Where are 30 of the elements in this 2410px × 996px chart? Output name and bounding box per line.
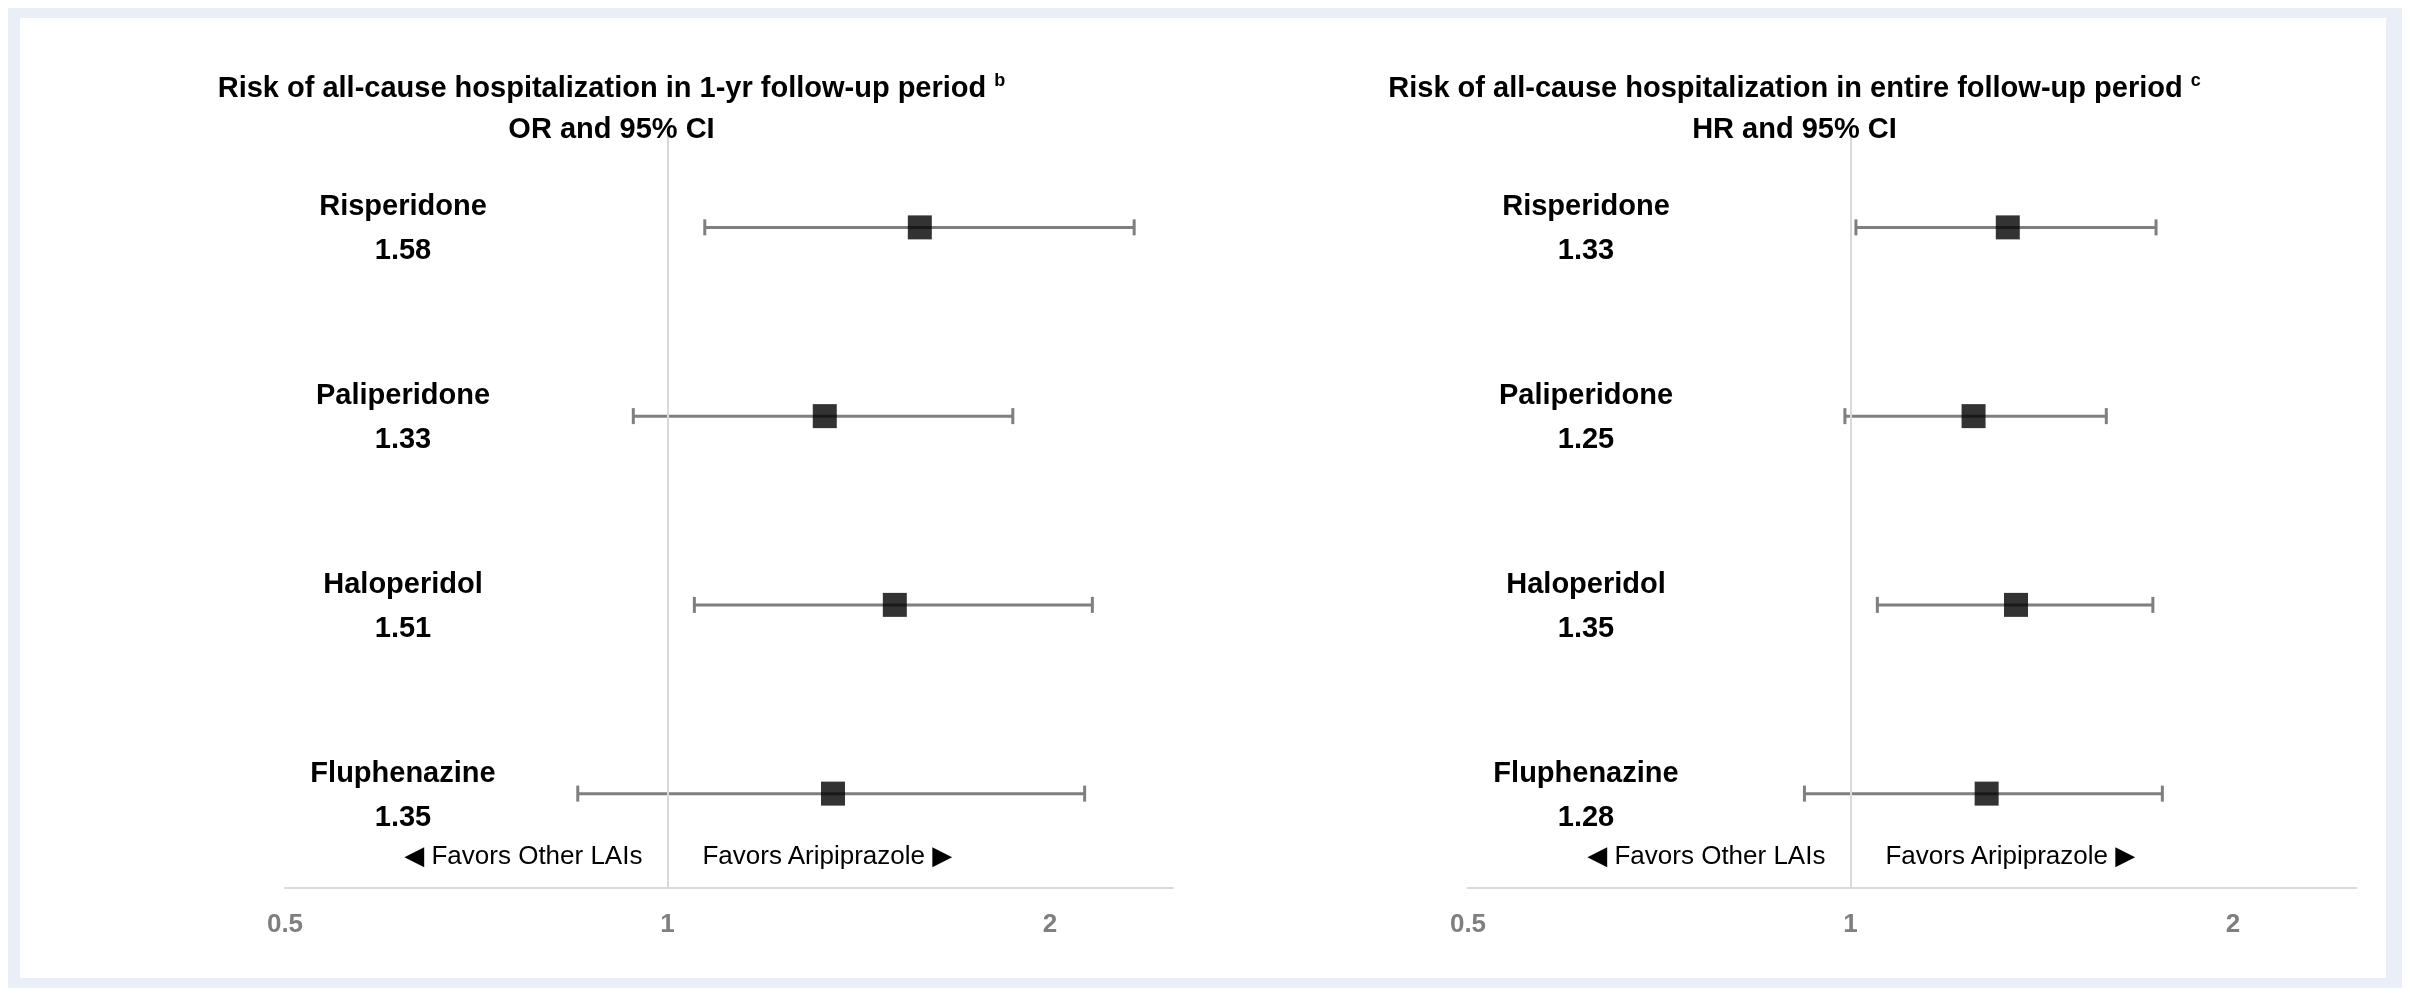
chart-title: Risk of all-cause hospitalization in 1-yr follow-up period b — [217, 70, 1006, 103]
annotation: ◀ Favors Other LAIs — [1587, 840, 1826, 870]
annotation: Favors Aripiprazole ▶ — [702, 840, 953, 870]
x-tick-label: 2 — [2225, 908, 2241, 938]
point — [821, 781, 846, 806]
chart-subtitle: OR and 95% CI — [508, 112, 715, 144]
y-tick-label: Risperidone 1.58 — [319, 189, 487, 266]
point — [1961, 404, 1986, 429]
y-tick-label: Risperidone 1.33 — [1502, 189, 1670, 266]
y-tick-label: Haloperidol 1.35 — [1506, 566, 1666, 643]
point — [1974, 781, 1999, 806]
x-tick-label: 0.5 — [1449, 908, 1487, 938]
y-tick-label: Fluphenazine 1.35 — [310, 755, 496, 832]
x-tick-label: 1 — [660, 908, 675, 938]
point — [812, 404, 837, 429]
x-tick-label: 0.5 — [266, 908, 304, 938]
x-tick-label: 2 — [1042, 908, 1058, 938]
point — [882, 592, 907, 617]
point — [907, 215, 932, 240]
y-tick-label: Fluphenazine 1.28 — [1493, 755, 1679, 832]
point — [1995, 215, 2020, 240]
y-tick-label: Haloperidol 1.51 — [323, 566, 483, 643]
annotation: ◀ Favors Other LAIs — [404, 840, 643, 870]
point — [2004, 592, 2029, 617]
annotation: Favors Aripiprazole ▶ — [1885, 840, 2136, 870]
y-tick-label: Paliperidone 1.33 — [315, 378, 491, 455]
chart-subtitle: HR and 95% CI — [1692, 112, 1897, 144]
y-tick-label: Paliperidone 1.25 — [1498, 378, 1674, 455]
x-tick-label: 1 — [1843, 908, 1858, 938]
chart-title: Risk of all-cause hospitalization in entire follow-up period c — [1388, 70, 2201, 103]
